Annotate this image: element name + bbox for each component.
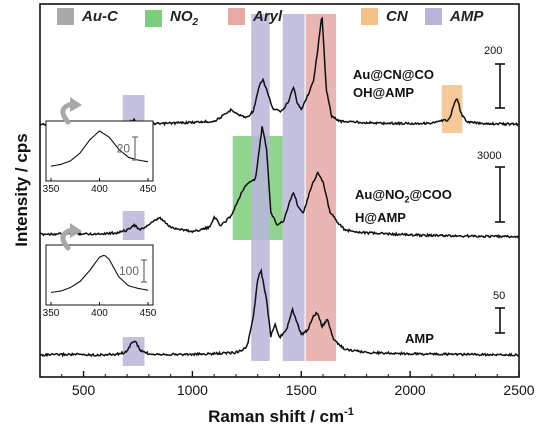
- x-tick-label: 1500: [286, 382, 317, 398]
- series-label-cn-line-2: OH@AMP: [353, 85, 415, 100]
- legend-item-aryl: Aryl: [228, 8, 282, 25]
- inset-tick-label: 400: [91, 184, 108, 195]
- legend-item-amp: AMP: [425, 8, 483, 25]
- x-tick-label: 1000: [177, 382, 208, 398]
- legend-label-cn: CN: [386, 8, 408, 25]
- x-axis: 500 1000 1500 2000 2500: [61, 371, 535, 398]
- inset-arrow-icon: [60, 223, 82, 251]
- series-label-no2: Au@NO2@COO H@AMP: [355, 186, 452, 227]
- inset-line: [50, 254, 149, 293]
- inset-0: 350 400 450 20: [43, 120, 157, 195]
- legend-swatch-amp: [425, 8, 442, 25]
- series-line-no2: [39, 126, 520, 240]
- x-tick: 1000: [177, 371, 208, 398]
- legend-swatch-aryl: [228, 8, 245, 25]
- inset-tick-label: 450: [140, 184, 157, 195]
- inset-line: [50, 130, 149, 167]
- series-label-cn-line-1: Au@CN@CO: [353, 67, 434, 82]
- x-tick-label: 2000: [395, 382, 426, 398]
- inset-frame: [45, 244, 154, 306]
- x-axis-title: Raman shift / cm-1: [208, 406, 354, 426]
- legend-swatch-no2: [145, 9, 162, 27]
- x-tick: 500: [72, 371, 96, 398]
- insets: 350 400 450 20 350 400 450 100: [43, 120, 157, 319]
- y-axis-title: Intensity / cps: [12, 133, 31, 246]
- inset-arrow-icon: [60, 97, 82, 125]
- scale-bar-1: [495, 166, 505, 223]
- band-amp-2: [122, 337, 145, 366]
- inset-scale-label: 20: [117, 142, 131, 156]
- inset-arrows: [60, 97, 82, 251]
- x-tick: 2500: [503, 371, 535, 398]
- series-label-amp: AMP: [405, 330, 434, 348]
- band-amp-0: [122, 95, 145, 125]
- legend-swatch-cn: [361, 8, 378, 25]
- inset-tick-label: 350: [43, 308, 60, 319]
- series-label-cn: Au@CN@CO OH@AMP: [353, 66, 434, 102]
- scale-bars: [495, 63, 505, 334]
- scale-bar-2: [495, 307, 505, 334]
- legend-swatch-au-c: [57, 8, 74, 25]
- scale-label-middle: 3000: [477, 150, 502, 162]
- x-tick-label: 500: [72, 382, 96, 398]
- band-aryl-6: [305, 14, 337, 361]
- x-tick-label: 2500: [503, 382, 534, 398]
- legend-item-no2: NO2: [145, 8, 198, 28]
- legend-item-cn: CN: [361, 8, 408, 25]
- x-tick: 1500: [286, 371, 317, 398]
- legend-label-aryl: Aryl: [253, 8, 283, 25]
- series-label-amp-line-1: AMP: [405, 331, 434, 346]
- series-label-no2-line-1: Au@NO2@COO: [355, 187, 452, 205]
- legend-label-au-c: Au-C: [82, 8, 118, 25]
- legend-label-amp: AMP: [450, 8, 484, 25]
- x-tick: 2000: [395, 371, 426, 398]
- scale-bar-0: [495, 63, 505, 109]
- legend-label-no2: NO2: [170, 8, 199, 28]
- scale-label-bottom: 50: [493, 290, 506, 302]
- inset-frame: [45, 120, 154, 182]
- series-line-amp: [39, 267, 520, 358]
- legend-item-au-c: Au-C: [57, 8, 118, 25]
- inset-scale-label: 100: [119, 264, 139, 278]
- inset-1: 350 400 450 100: [43, 244, 157, 319]
- inset-tick-label: 400: [91, 308, 108, 319]
- inset-tick-label: 450: [140, 308, 157, 319]
- band-amp-5: [282, 14, 305, 361]
- scale-label-top: 200: [484, 45, 503, 57]
- inset-tick-label: 350: [43, 184, 60, 195]
- series-label-no2-line-2: H@AMP: [355, 209, 406, 225]
